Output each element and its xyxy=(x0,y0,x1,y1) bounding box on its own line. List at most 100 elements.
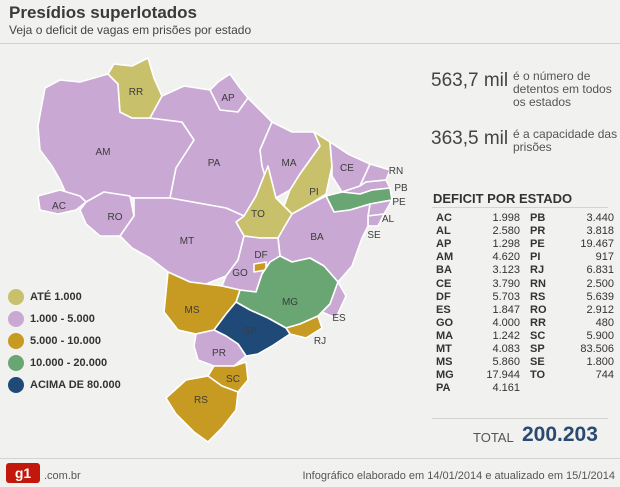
state-code: PI xyxy=(530,251,541,264)
page-title: Presídios superlotados xyxy=(9,3,197,22)
footer-credit: Infográfico elaborado em 14/01/2014 e at… xyxy=(302,470,615,482)
state-deficit: 4.000 xyxy=(492,316,520,329)
state-deficit: 5.639 xyxy=(586,290,614,303)
deficit-divider-top xyxy=(432,207,608,208)
state-code: TO xyxy=(530,369,546,382)
state-code: SC xyxy=(530,329,546,342)
map-label-RO: RO xyxy=(108,212,123,223)
table-row: MA 1.242 xyxy=(436,330,520,343)
table-row: RN 2.500 xyxy=(530,277,614,290)
table-row: ES 1.847 xyxy=(436,304,520,317)
state-deficit: 19.467 xyxy=(580,238,614,251)
state-deficit: 2.500 xyxy=(586,277,614,290)
table-row: AL 2.580 xyxy=(436,225,520,238)
table-row: RS 5.639 xyxy=(530,291,614,304)
page-subtitle: Veja o deficit de vagas em prisões por e… xyxy=(9,23,252,37)
state-code: AC xyxy=(436,212,452,225)
total-value: 200.203 xyxy=(522,423,598,446)
state-deficit: 3.818 xyxy=(586,225,614,238)
map-label-PI: PI xyxy=(309,187,318,198)
state-PR xyxy=(193,329,247,367)
map-label-MT: MT xyxy=(180,236,194,247)
table-row: CE 3.790 xyxy=(436,277,520,290)
stat-capacity-desc: é a capacidade das prisões xyxy=(513,127,618,154)
map-label-ES: ES xyxy=(332,313,346,324)
map-label-PR: PR xyxy=(212,348,226,359)
stat-detainees-value: 563,7 mil xyxy=(431,70,509,91)
state-code: PE xyxy=(530,238,545,251)
footer-divider xyxy=(0,458,620,459)
state-deficit: 5.900 xyxy=(586,329,614,342)
state-code: CE xyxy=(436,277,452,290)
state-deficit: 3.790 xyxy=(492,277,520,290)
table-row: MS 5.860 xyxy=(436,356,520,369)
state-deficit: 4.161 xyxy=(492,382,520,395)
map-label-SC: SC xyxy=(226,374,240,385)
state-MT xyxy=(119,197,245,285)
map-label-RN: RN xyxy=(389,166,403,177)
state-code: MT xyxy=(436,342,452,355)
state-deficit: 17.944 xyxy=(486,369,520,382)
map-label-RJ: RJ xyxy=(314,336,326,347)
map-label-GO: GO xyxy=(232,268,248,279)
map-label-CE: CE xyxy=(340,163,354,174)
map-label-AC: AC xyxy=(52,201,66,212)
state-code: PB xyxy=(530,212,546,225)
map-label-MG: MG xyxy=(282,297,298,308)
g1-logo-text: g1 xyxy=(15,465,32,481)
deficit-table-right: PB 3.440 PR 3.818 PE 19.467 PI 917 RJ 6.831 R… xyxy=(530,212,614,382)
table-row: DF 5.703 xyxy=(436,291,520,304)
legend-swatch xyxy=(8,289,24,305)
state-deficit: 4.083 xyxy=(492,342,520,355)
state-deficit: 1.847 xyxy=(492,303,520,316)
map-label-SP: SP xyxy=(243,326,257,337)
table-row: AM 4.620 xyxy=(436,251,520,264)
state-code: PA xyxy=(436,382,451,395)
state-deficit: 744 xyxy=(595,369,614,382)
table-row: BA 3.123 xyxy=(436,264,520,277)
state-code: AM xyxy=(436,251,454,264)
deficit-title: DEFICIT POR ESTADO xyxy=(433,191,573,206)
state-code: RS xyxy=(530,290,546,303)
table-row: AP 1.298 xyxy=(436,238,520,251)
map-label-MS: MS xyxy=(185,305,200,316)
table-row: PB 3.440 xyxy=(530,212,614,225)
legend-swatch xyxy=(8,355,24,371)
map-label-SE: SE xyxy=(367,230,381,241)
map-label-RS: RS xyxy=(194,395,208,406)
header-divider xyxy=(0,43,620,44)
legend-label: 5.000 - 10.000 xyxy=(30,335,101,347)
map-label-AM: AM xyxy=(96,147,111,158)
legend-label: 10.000 - 20.000 xyxy=(30,357,108,369)
state-code: RN xyxy=(530,277,546,290)
state-deficit: 2.912 xyxy=(586,303,614,316)
map-label-PE: PE xyxy=(392,197,406,208)
table-row: SE 1.800 xyxy=(530,356,614,369)
state-deficit: 480 xyxy=(595,316,614,329)
table-row: RR 480 xyxy=(530,317,614,330)
table-row: PI 917 xyxy=(530,251,614,264)
state-code: RO xyxy=(530,303,547,316)
map-label-BA: BA xyxy=(310,232,324,243)
total-label: TOTAL xyxy=(473,430,514,445)
table-row: AC 1.998 xyxy=(436,212,520,225)
map-label-AP: AP xyxy=(221,93,235,104)
state-deficit: 5.860 xyxy=(492,356,520,369)
state-deficit: 5.703 xyxy=(492,290,520,303)
state-RS xyxy=(165,375,239,443)
legend-swatch xyxy=(8,333,24,349)
table-row: SC 5.900 xyxy=(530,330,614,343)
state-code: SP xyxy=(530,342,545,355)
map-label-DF: DF xyxy=(254,250,267,261)
table-row: PA 4.161 xyxy=(436,382,520,395)
state-code: ES xyxy=(436,303,451,316)
table-row: PR 3.818 xyxy=(530,225,614,238)
stat-capacity-value: 363,5 mil xyxy=(431,128,509,149)
state-code: MS xyxy=(436,356,453,369)
state-ES xyxy=(321,281,347,319)
map-label-PB: PB xyxy=(394,183,408,194)
state-code: RR xyxy=(530,316,546,329)
table-row: MG 17.944 xyxy=(436,369,520,382)
table-row: RO 2.912 xyxy=(530,304,614,317)
